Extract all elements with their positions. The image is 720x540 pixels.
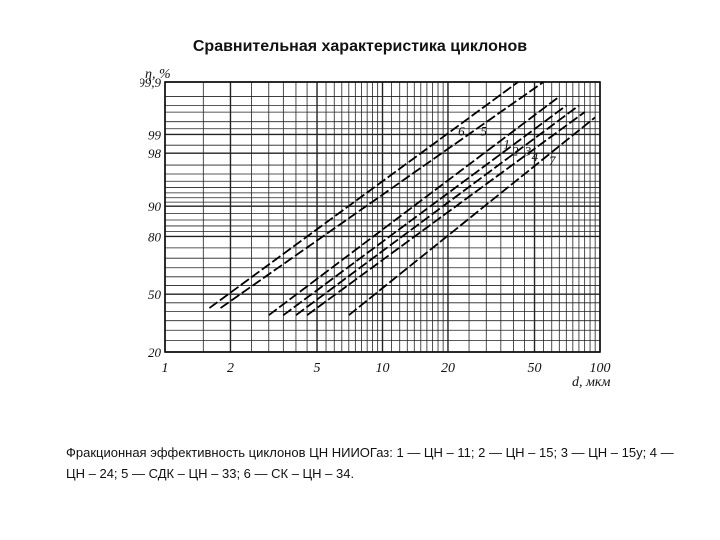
y-axis-label: η, % <box>145 67 171 82</box>
y-tick-label: 99,9 <box>140 75 162 90</box>
chart-grid <box>164 81 601 353</box>
series-line <box>282 104 567 316</box>
y-tick-label: 20 <box>148 345 162 360</box>
series-label: 7 <box>549 153 556 168</box>
page-title: Сравнительная характеристика циклонов <box>192 38 528 55</box>
y-tick-label: 90 <box>148 199 162 214</box>
series-line <box>295 104 580 316</box>
figure-caption: Фракционная эффективность циклонов ЦН НИ… <box>66 445 674 481</box>
x-tick-label: 100 <box>590 361 611 376</box>
series-label: 3 <box>524 144 532 159</box>
series-label: 2 <box>512 144 519 159</box>
y-tick-label: 98 <box>148 146 162 161</box>
series-line <box>208 81 519 309</box>
x-tick-label: 1 <box>162 361 169 376</box>
series-line <box>268 95 560 316</box>
y-tick-label: 50 <box>148 287 162 302</box>
x-tick-label: 5 <box>314 361 321 376</box>
x-tick-label: 10 <box>376 361 390 376</box>
series-label: 5 <box>480 124 487 139</box>
y-tick-label: 80 <box>148 229 162 244</box>
series-line <box>220 81 545 309</box>
series-label: 1 <box>503 137 510 152</box>
series-label: 4 <box>532 149 539 164</box>
series-line <box>306 111 586 316</box>
x-axis-label: d, мкм <box>572 375 610 390</box>
x-tick-label: 50 <box>528 361 542 376</box>
series-label: 6 <box>458 124 465 139</box>
plot-frame <box>164 81 601 353</box>
y-tick-label: 99 <box>148 127 162 142</box>
x-tick-label: 2 <box>227 361 234 376</box>
series-line <box>348 116 596 316</box>
x-tick-label: 20 <box>441 361 455 376</box>
chart-series <box>208 81 596 316</box>
